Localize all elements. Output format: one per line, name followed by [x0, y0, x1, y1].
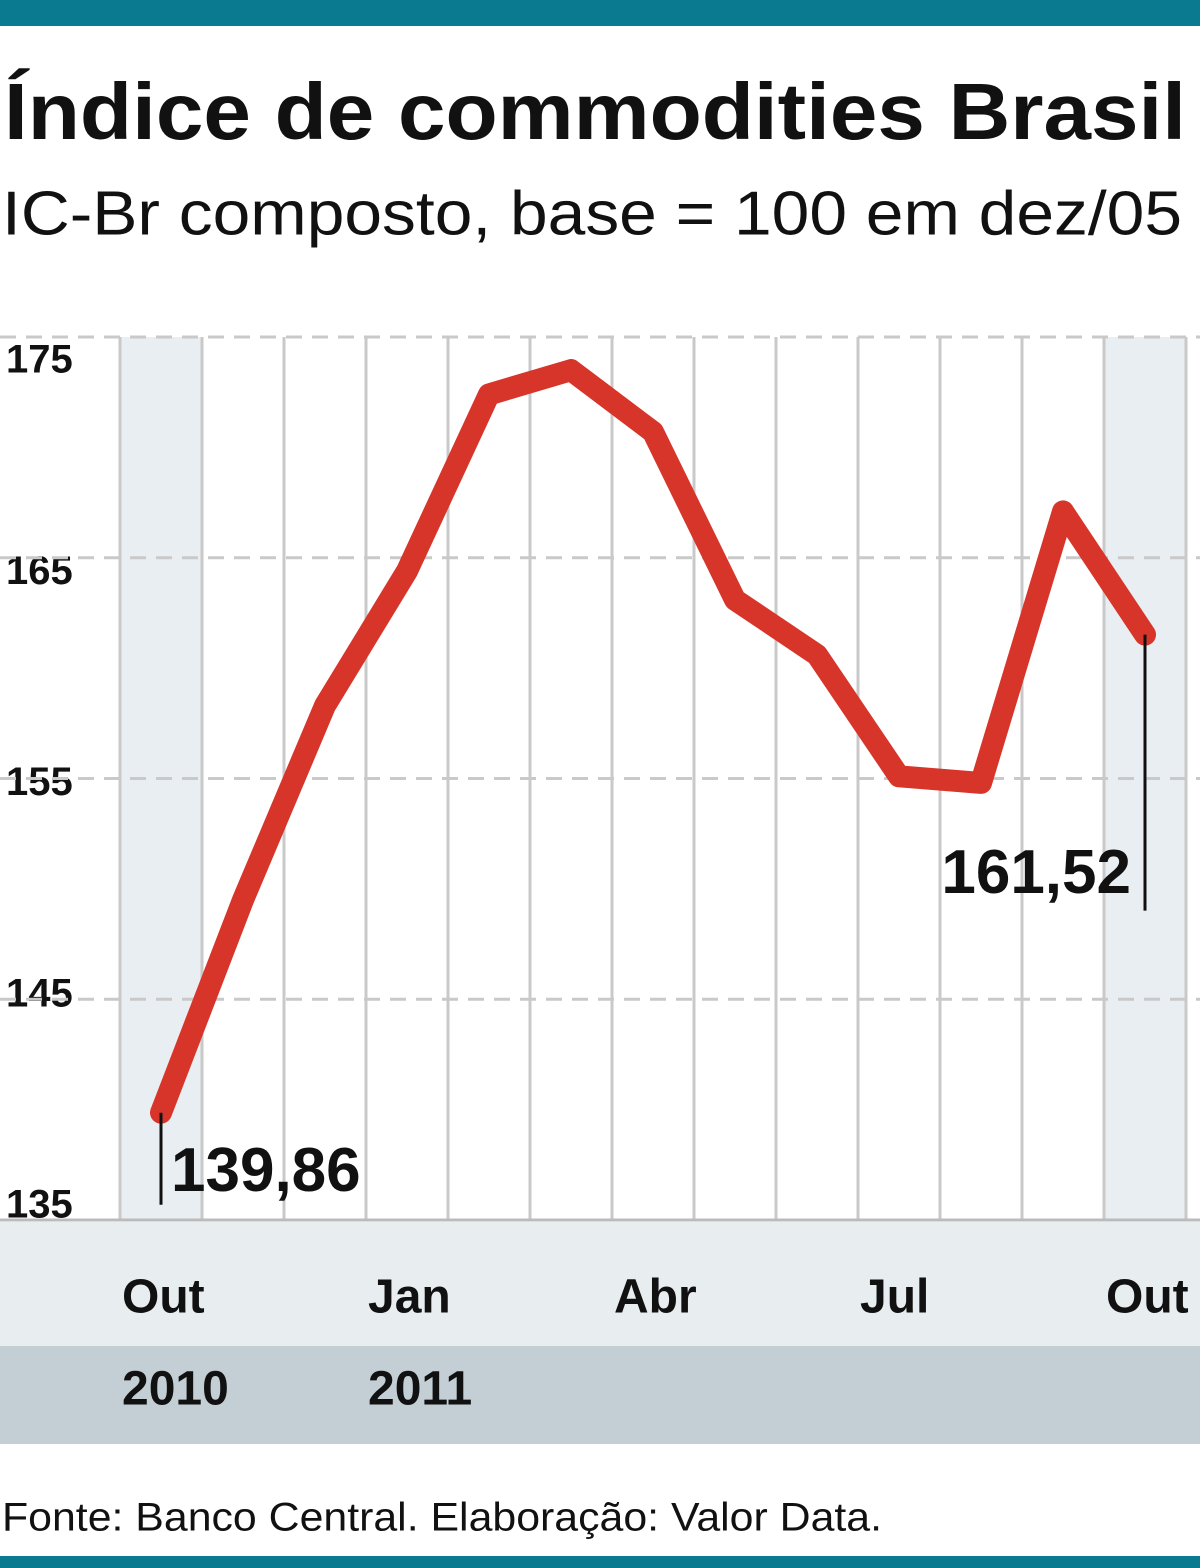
year-strip	[0, 1346, 1200, 1444]
chart-title: Índice de commodities Brasil	[4, 67, 1186, 156]
x-tick-label: Jul	[860, 1271, 929, 1324]
year-label: 2010	[122, 1363, 229, 1416]
y-tick-label: 165	[6, 549, 73, 593]
y-tick-label: 175	[6, 338, 73, 382]
x-tick-label: Abr	[614, 1271, 697, 1324]
month-strip	[0, 1222, 1200, 1346]
chart-subtitle: IC-Br composto, base = 100 em dez/05	[2, 179, 1182, 248]
y-tick-label: 155	[6, 760, 73, 804]
x-tick-label: Out	[1106, 1271, 1189, 1324]
x-tick-label: Out	[122, 1271, 205, 1324]
bottom-bar	[0, 1556, 1200, 1568]
value-label: 161,52	[941, 838, 1131, 907]
value-label: 139,86	[171, 1136, 361, 1205]
y-tick-label: 145	[6, 971, 73, 1015]
series-line	[150, 359, 1156, 1124]
x-tick-label: Jan	[368, 1271, 451, 1324]
source: Fonte: Banco Central. Elaboração: Valor …	[2, 1496, 882, 1540]
top-bar	[0, 0, 1200, 26]
year-label: 2011	[368, 1363, 472, 1416]
